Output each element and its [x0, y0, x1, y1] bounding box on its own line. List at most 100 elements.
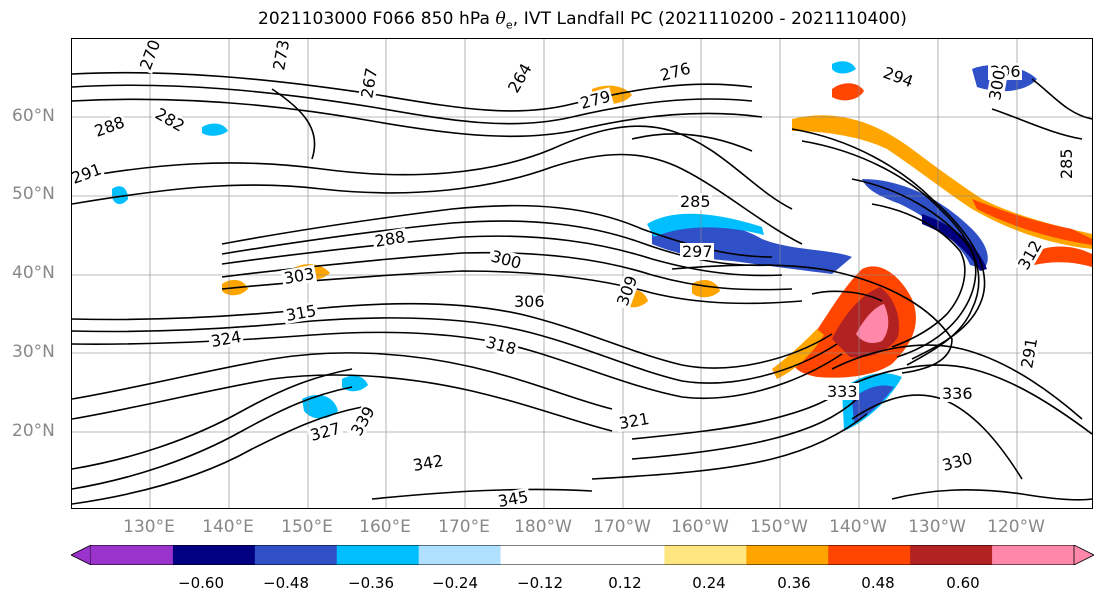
positive-anomaly-region	[972, 199, 1092, 245]
contour-label: 276	[658, 59, 692, 85]
lat-label-60n: 60°N	[12, 106, 55, 126]
contour-label-bg	[678, 193, 712, 210]
contour-label: 336	[942, 384, 973, 403]
colorbar-tick: −0.36	[348, 574, 394, 592]
contour-label: 294	[881, 63, 916, 91]
contour-label-bg	[357, 65, 381, 102]
contour-label-bg	[136, 39, 164, 74]
colorbar-bin	[992, 545, 1075, 565]
contour-label-bg	[1017, 335, 1041, 372]
contour-line	[72, 352, 613, 410]
contour-label: 345	[496, 487, 529, 509]
contour-label-bg	[280, 264, 318, 288]
contour-label-bg	[282, 301, 320, 325]
lat-label-20n: 20°N	[12, 421, 55, 441]
contour-line	[871, 203, 966, 348]
contour-label: 300	[489, 247, 523, 273]
contour-label-bg	[680, 243, 714, 260]
colorbar-bin	[172, 545, 256, 565]
contour-label-bg	[494, 487, 532, 508]
contour-label: 321	[617, 409, 650, 433]
negative-anomaly-region	[112, 186, 128, 205]
contour-line	[72, 125, 793, 210]
contour-line	[631, 398, 858, 460]
colorbar-bin	[91, 545, 174, 565]
map-title: 2021103000 F066 850 hPa θe, IVT Landfall…	[257, 9, 908, 32]
contour-label-bg	[512, 293, 546, 310]
contour-label-bg	[985, 67, 1009, 104]
contour-label: 333	[827, 382, 858, 401]
positive-anomaly-region	[1032, 246, 1092, 267]
colorbar-tick: 0.48	[861, 574, 895, 592]
contour-label-bg	[503, 59, 536, 98]
contour-label: 306	[514, 292, 545, 311]
lon-label-120w: 120°W	[987, 517, 1045, 537]
contour-label-bg	[306, 419, 344, 445]
contour-label: 300	[985, 68, 1009, 101]
colorbar-tick: −0.48	[263, 574, 309, 592]
lon-label-180w: 180°W	[514, 517, 572, 537]
contour-label: 342	[411, 451, 444, 475]
contour-label-bg	[615, 409, 653, 433]
positive-anomaly-region	[692, 279, 720, 298]
contour-line	[72, 302, 833, 369]
negative-anomaly-region	[302, 395, 338, 419]
contour-label-bg	[90, 112, 129, 141]
colorbar-tick: 0.60	[946, 574, 980, 592]
contour-line	[72, 374, 613, 432]
contour-label: 270	[136, 39, 164, 72]
contour-label: 285	[1057, 148, 1076, 179]
contour-line	[591, 413, 868, 480]
colorbar-bin	[664, 545, 747, 565]
contour-line	[831, 344, 1083, 420]
contour-line	[631, 133, 753, 152]
contour-label: 297	[682, 242, 713, 261]
colorbar-tick: 0.36	[777, 574, 811, 592]
contour-line	[72, 98, 763, 138]
contour-label-bg	[487, 246, 525, 273]
contour-line	[811, 290, 883, 302]
lat-label-40n: 40°N	[12, 263, 55, 283]
colorbar-bin	[500, 545, 665, 565]
lon-label-150w: 150°W	[750, 517, 808, 537]
colorbar-tick: 0.12	[608, 574, 642, 592]
contour-label-bg	[371, 227, 409, 251]
colorbar-bin	[336, 545, 420, 565]
positive-anomaly-region	[772, 329, 824, 379]
lon-label-150e: 150°E	[281, 517, 333, 537]
contour-label-bg	[269, 39, 293, 74]
contour-line	[72, 406, 363, 505]
contour-line	[72, 84, 753, 125]
contour-line	[1031, 78, 1092, 120]
negative-anomaly-region	[647, 213, 764, 237]
contour-labels: 2702732672762642792822882912942963002852…	[72, 39, 1076, 509]
contour-label-bg	[207, 327, 245, 351]
contour-label-bg	[1058, 147, 1075, 181]
contour-label-bg	[409, 451, 447, 475]
colorbar-bin	[254, 545, 338, 565]
contour-label-bg	[613, 272, 641, 310]
negative-anomaly-region	[202, 123, 228, 136]
colorbar-bin	[910, 545, 993, 565]
contour-line	[221, 235, 783, 277]
lon-label-130e: 130°E	[123, 517, 175, 537]
contour-line	[271, 88, 316, 160]
colorbar-bin	[746, 545, 829, 565]
contour-line	[221, 270, 803, 305]
lon-label-140w: 140°W	[829, 517, 887, 537]
colorbar-bin	[828, 545, 911, 565]
positive-anomaly-region	[856, 304, 889, 343]
contour-label-bg	[482, 332, 520, 359]
contour-line	[221, 251, 793, 291]
contour-line	[841, 364, 1092, 435]
contour-line	[72, 317, 838, 384]
contour-line	[891, 489, 1092, 501]
colorbar	[71, 545, 1094, 565]
contour-label-bg	[825, 383, 859, 400]
contour-label: 330	[940, 449, 974, 475]
lon-label-170w: 170°W	[593, 517, 651, 537]
contour-line	[991, 108, 1083, 140]
contour-label-bg	[72, 159, 106, 188]
lon-label-160w: 160°W	[671, 517, 729, 537]
lon-label-170e: 170°E	[438, 517, 490, 537]
